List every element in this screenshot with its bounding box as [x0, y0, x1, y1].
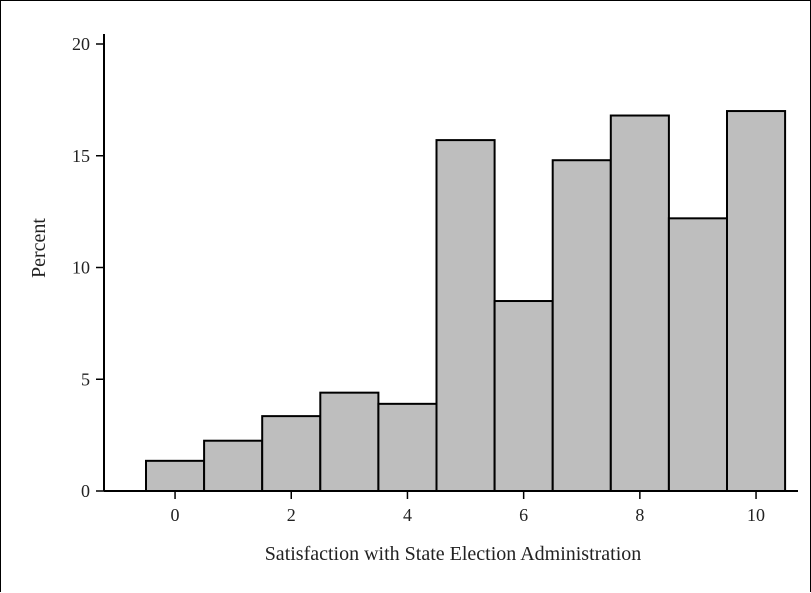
- bar-1: [203, 439, 264, 492]
- y-ticks-group: 0 5 10 15 20: [72, 34, 104, 501]
- bar-8: [609, 114, 670, 493]
- y-tick-label: 0: [81, 481, 90, 501]
- y-tick-label: 20: [72, 34, 90, 54]
- y-tick-label: 5: [81, 369, 90, 389]
- x-tick-label: 4: [403, 505, 412, 525]
- bar-0: [145, 459, 206, 493]
- bar-3: [319, 391, 380, 492]
- x-tick-label: 8: [635, 505, 644, 525]
- bar-6: [493, 300, 554, 492]
- bar-9: [667, 217, 729, 493]
- bar-7: [551, 159, 612, 492]
- y-tick-label: 10: [72, 258, 90, 278]
- bar-2: [261, 415, 322, 492]
- x-axis-label: Satisfaction with State Election Adminis…: [265, 543, 642, 565]
- bar-4: [377, 402, 438, 492]
- bar-10: [726, 110, 787, 493]
- x-tick-label: 0: [171, 505, 180, 525]
- y-tick-label: 15: [72, 146, 90, 166]
- x-tick-label: 2: [287, 505, 296, 525]
- y-axis-label: Percent: [28, 218, 50, 278]
- x-tick-label: 6: [519, 505, 528, 525]
- x-ticks-group: 0 2 4 6 8 10: [171, 491, 765, 525]
- x-tick-label: 10: [747, 505, 765, 525]
- bars-group: [145, 110, 787, 493]
- bar-5: [435, 139, 496, 492]
